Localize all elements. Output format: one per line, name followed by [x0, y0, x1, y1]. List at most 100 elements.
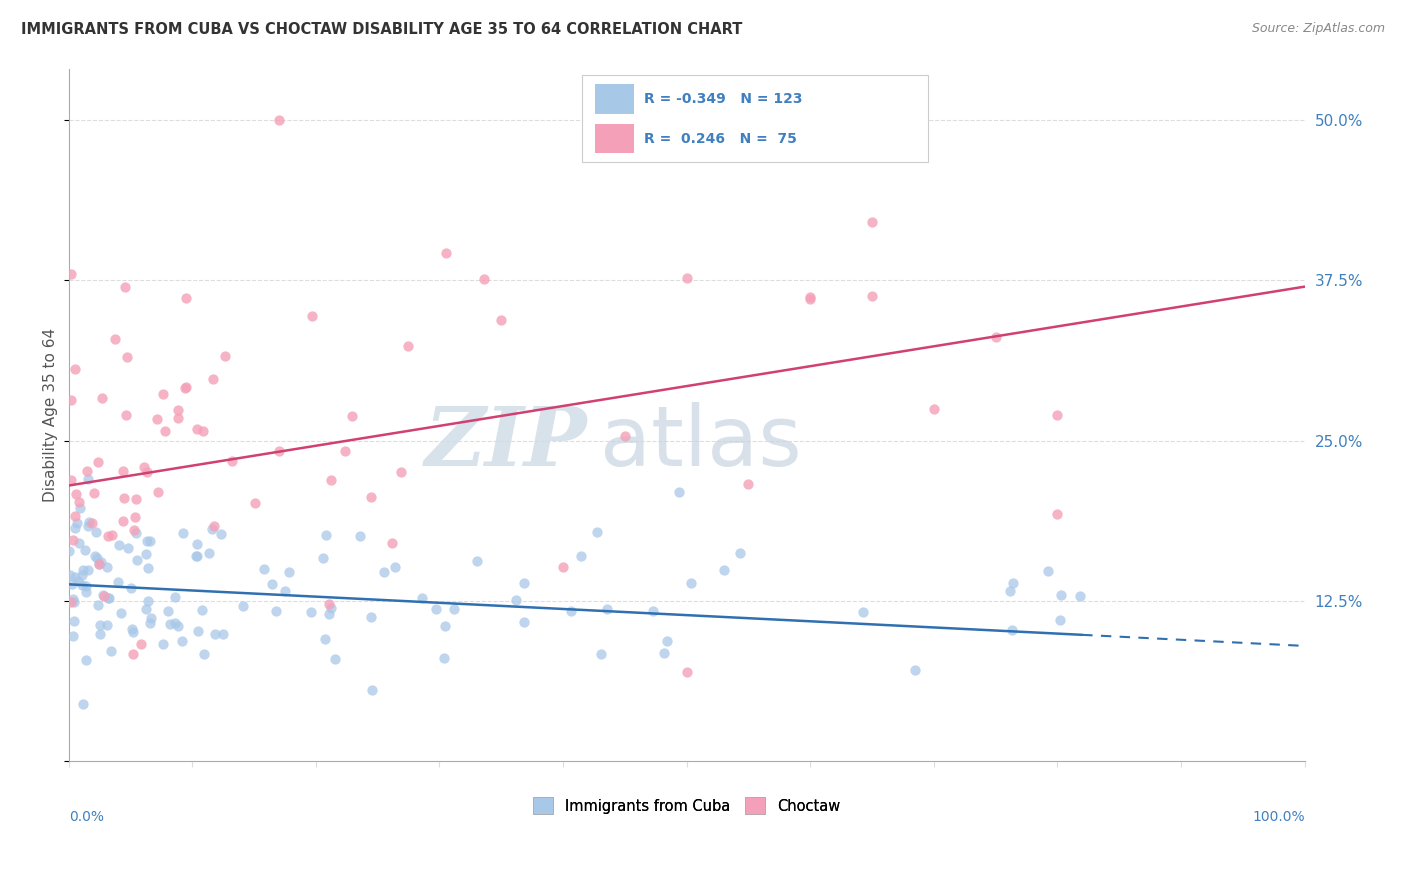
Point — [472, 272, 495, 286]
Point — [129, 637, 152, 651]
Point — [146, 412, 169, 426]
Point — [59, 567, 82, 582]
Point — [107, 575, 129, 590]
Point — [65, 362, 87, 376]
Point — [121, 622, 143, 636]
Point — [513, 575, 536, 590]
Point — [153, 424, 176, 438]
Point — [596, 602, 619, 616]
Point — [1046, 408, 1069, 422]
Point — [63, 509, 86, 524]
Point — [132, 460, 155, 475]
Text: 0.0%: 0.0% — [69, 810, 104, 824]
Point — [569, 549, 592, 563]
Point — [202, 372, 225, 386]
Point — [87, 558, 110, 572]
Point — [86, 551, 108, 566]
Point — [398, 338, 420, 352]
Point — [59, 392, 82, 407]
Point — [252, 562, 274, 576]
Point — [138, 616, 160, 631]
Point — [221, 454, 243, 468]
Point — [96, 560, 118, 574]
Point — [204, 627, 226, 641]
Point — [75, 585, 97, 599]
Point — [373, 565, 395, 579]
Point — [100, 644, 122, 658]
Point — [157, 604, 180, 618]
Point — [79, 516, 101, 530]
Point — [1046, 507, 1069, 521]
Point — [655, 634, 678, 648]
Point — [214, 349, 236, 363]
Point — [681, 576, 703, 591]
Point — [112, 464, 135, 478]
Text: atlas: atlas — [600, 402, 801, 483]
Point — [425, 601, 447, 615]
Point — [1069, 589, 1091, 603]
Point — [139, 534, 162, 549]
Point — [76, 464, 98, 478]
Point — [63, 614, 86, 628]
Point — [62, 629, 84, 643]
Point — [167, 619, 190, 633]
Point — [75, 579, 97, 593]
Point — [342, 409, 364, 424]
Point — [58, 544, 80, 558]
Point — [127, 553, 149, 567]
Point — [349, 529, 371, 543]
Point — [668, 484, 690, 499]
Point — [65, 487, 87, 501]
Point — [381, 536, 404, 550]
Point — [186, 549, 208, 563]
Point — [60, 267, 83, 281]
Text: ZIP: ZIP — [425, 402, 588, 483]
Point — [84, 525, 107, 540]
Point — [384, 560, 406, 574]
Point — [125, 492, 148, 507]
Point — [82, 516, 104, 531]
Point — [117, 541, 139, 555]
Point — [860, 289, 883, 303]
Point — [904, 663, 927, 677]
Point — [1001, 624, 1024, 638]
Point — [83, 486, 105, 500]
Point — [314, 632, 336, 646]
Point — [202, 519, 225, 533]
Point — [60, 577, 83, 591]
Point — [136, 561, 159, 575]
Point — [60, 595, 83, 609]
Point — [174, 380, 197, 394]
Point — [193, 647, 215, 661]
Point — [166, 402, 188, 417]
Text: Source: ZipAtlas.com: Source: ZipAtlas.com — [1251, 22, 1385, 36]
Point — [59, 473, 82, 487]
Point — [513, 615, 536, 630]
Point — [124, 509, 146, 524]
Point — [72, 698, 94, 712]
Point — [159, 617, 181, 632]
Point — [73, 543, 96, 558]
Point — [641, 604, 664, 618]
Point — [186, 549, 208, 563]
Point — [186, 421, 208, 435]
Y-axis label: Disability Age 35 to 64: Disability Age 35 to 64 — [44, 328, 58, 502]
Point — [152, 637, 174, 651]
Point — [613, 429, 636, 443]
Legend: Immigrants from Cuba, Choctaw: Immigrants from Cuba, Choctaw — [527, 791, 846, 820]
Point — [315, 528, 337, 542]
Point — [1001, 576, 1024, 591]
Point — [72, 563, 94, 577]
Point — [91, 588, 114, 602]
Point — [83, 549, 105, 564]
Point — [311, 550, 333, 565]
Point — [111, 514, 134, 528]
Point — [186, 536, 208, 550]
Point — [411, 591, 433, 605]
Point — [90, 555, 112, 569]
Point — [172, 525, 194, 540]
Point — [120, 581, 142, 595]
Point — [728, 546, 751, 560]
Point — [96, 618, 118, 632]
Point — [198, 546, 221, 560]
